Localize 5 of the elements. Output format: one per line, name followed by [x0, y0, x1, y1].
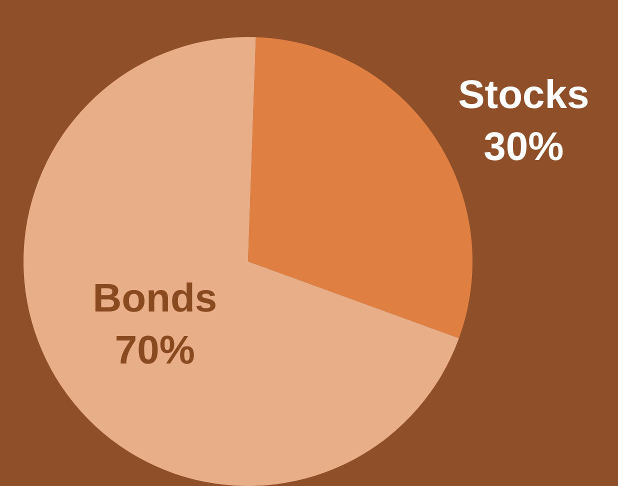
- slice-label: Stocks: [458, 72, 590, 117]
- data-label: 30%: [484, 124, 564, 169]
- slice-label: Bonds: [92, 276, 218, 320]
- data-label: 70%: [114, 328, 195, 372]
- pie-slice: [24, 37, 459, 486]
